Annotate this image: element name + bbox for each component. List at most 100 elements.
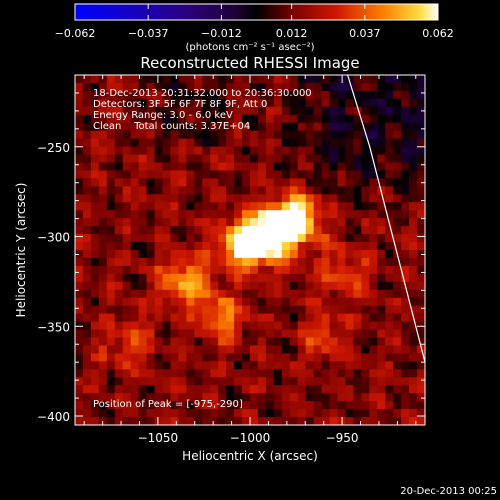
heatmap-cell: [329, 417, 338, 425]
heatmap-cell: [202, 417, 211, 425]
heatmap-cell: [146, 345, 155, 354]
heatmap-cell: [114, 313, 124, 322]
heatmap-cell: [162, 393, 171, 402]
heatmap-cell: [273, 90, 283, 100]
heatmap-cell: [409, 273, 418, 283]
heatmap-cell: [82, 226, 92, 235]
heatmap-cell: [417, 186, 425, 195]
heatmap-cell: [409, 385, 418, 394]
heatmap-cell: [265, 377, 275, 386]
heatmap-cell: [401, 313, 410, 322]
heatmap-cell: [321, 162, 330, 171]
heatmap-cell: [273, 321, 283, 330]
heatmap-cell: [393, 130, 402, 140]
heatmap-cell: [106, 98, 116, 108]
heatmap-cell: [75, 170, 84, 179]
heatmap-cell: [281, 385, 291, 394]
heatmap-cell: [281, 377, 291, 386]
heatmap-cell: [313, 281, 322, 291]
heatmap-cell: [218, 281, 227, 291]
heatmap-cell: [186, 417, 195, 425]
heatmap-cell: [321, 170, 330, 179]
heatmap-cell: [329, 202, 338, 211]
heatmap-cell: [154, 194, 163, 203]
heatmap-cell: [305, 146, 315, 155]
heatmap-cell: [138, 337, 147, 346]
heatmap-cell: [329, 265, 338, 275]
heatmap-cell: [289, 242, 299, 251]
heatmap-cell: [297, 250, 307, 259]
heatmap-cell: [162, 305, 171, 315]
heatmap-cell: [202, 234, 211, 243]
heatmap-cell: [273, 393, 283, 402]
heatmap-cell: [138, 250, 147, 259]
heatmap-cell: [138, 98, 147, 108]
heatmap-cell: [401, 265, 410, 275]
heatmap-cell: [385, 273, 394, 283]
heatmap-cell: [385, 281, 394, 291]
heatmap-cell: [178, 305, 187, 315]
heatmap-cell: [409, 194, 418, 203]
heatmap-cell: [289, 114, 299, 124]
heatmap-cell: [146, 313, 155, 322]
heatmap-cell: [226, 321, 235, 330]
heatmap-cell: [361, 114, 370, 124]
heatmap-cell: [170, 361, 179, 370]
heatmap-cell: [186, 265, 195, 275]
heatmap-cell: [122, 234, 132, 243]
heatmap-cell: [170, 409, 179, 418]
heatmap-cell: [273, 417, 283, 425]
heatmap-cell: [146, 281, 155, 291]
heatmap-cell: [393, 369, 402, 378]
heatmap-cell: [186, 90, 195, 100]
heatmap-cell: [114, 250, 124, 259]
heatmap-cell: [377, 82, 386, 92]
heatmap-cell: [154, 337, 163, 346]
heatmap-cell: [154, 106, 163, 116]
heatmap-cell: [242, 281, 251, 291]
heatmap-cell: [218, 170, 227, 179]
heatmap-cell: [289, 90, 299, 100]
heatmap-cell: [162, 82, 171, 92]
heatmap-cell: [329, 138, 338, 147]
heatmap-cell: [321, 98, 330, 108]
heatmap-cell: [186, 162, 195, 171]
heatmap-cell: [345, 82, 354, 92]
heatmap-cell: [297, 393, 307, 402]
heatmap-cell: [162, 345, 171, 354]
heatmap-cell: [273, 409, 283, 418]
heatmap-cell: [194, 289, 203, 299]
heatmap-cell: [305, 417, 315, 425]
heatmap-cell: [106, 130, 116, 140]
heatmap-cell: [210, 289, 219, 299]
heatmap-cell: [345, 361, 354, 370]
heatmap-cell: [329, 170, 338, 179]
heatmap-cell: [337, 218, 346, 227]
heatmap-cell: [154, 170, 163, 179]
heatmap-cell: [409, 130, 418, 140]
heatmap-cell: [250, 106, 259, 116]
heatmap-cell: [273, 265, 283, 275]
heatmap-cell: [297, 106, 307, 116]
heatmap-cell: [401, 345, 410, 354]
heatmap-cell: [377, 393, 386, 402]
heatmap-cell: [345, 210, 354, 219]
heatmap-cell: [146, 409, 155, 418]
heatmap-cell: [210, 170, 219, 179]
heatmap-cell: [202, 170, 211, 179]
heatmap-cell: [337, 337, 346, 346]
colorbar-tick-label: −0.037: [128, 27, 169, 40]
heatmap-cell: [369, 146, 378, 155]
heatmap-cell: [305, 401, 315, 410]
heatmap-cell: [361, 401, 370, 410]
heatmap-cell: [321, 106, 330, 116]
heatmap-cell: [170, 242, 179, 251]
heatmap-cell: [82, 75, 92, 84]
heatmap-cell: [210, 345, 219, 354]
heatmap-cell: [146, 122, 155, 132]
heatmap-cell: [409, 353, 418, 362]
heatmap-cell: [242, 265, 251, 275]
heatmap-cell: [361, 234, 370, 243]
heatmap-cell: [194, 234, 203, 243]
heatmap-cell: [75, 186, 84, 195]
